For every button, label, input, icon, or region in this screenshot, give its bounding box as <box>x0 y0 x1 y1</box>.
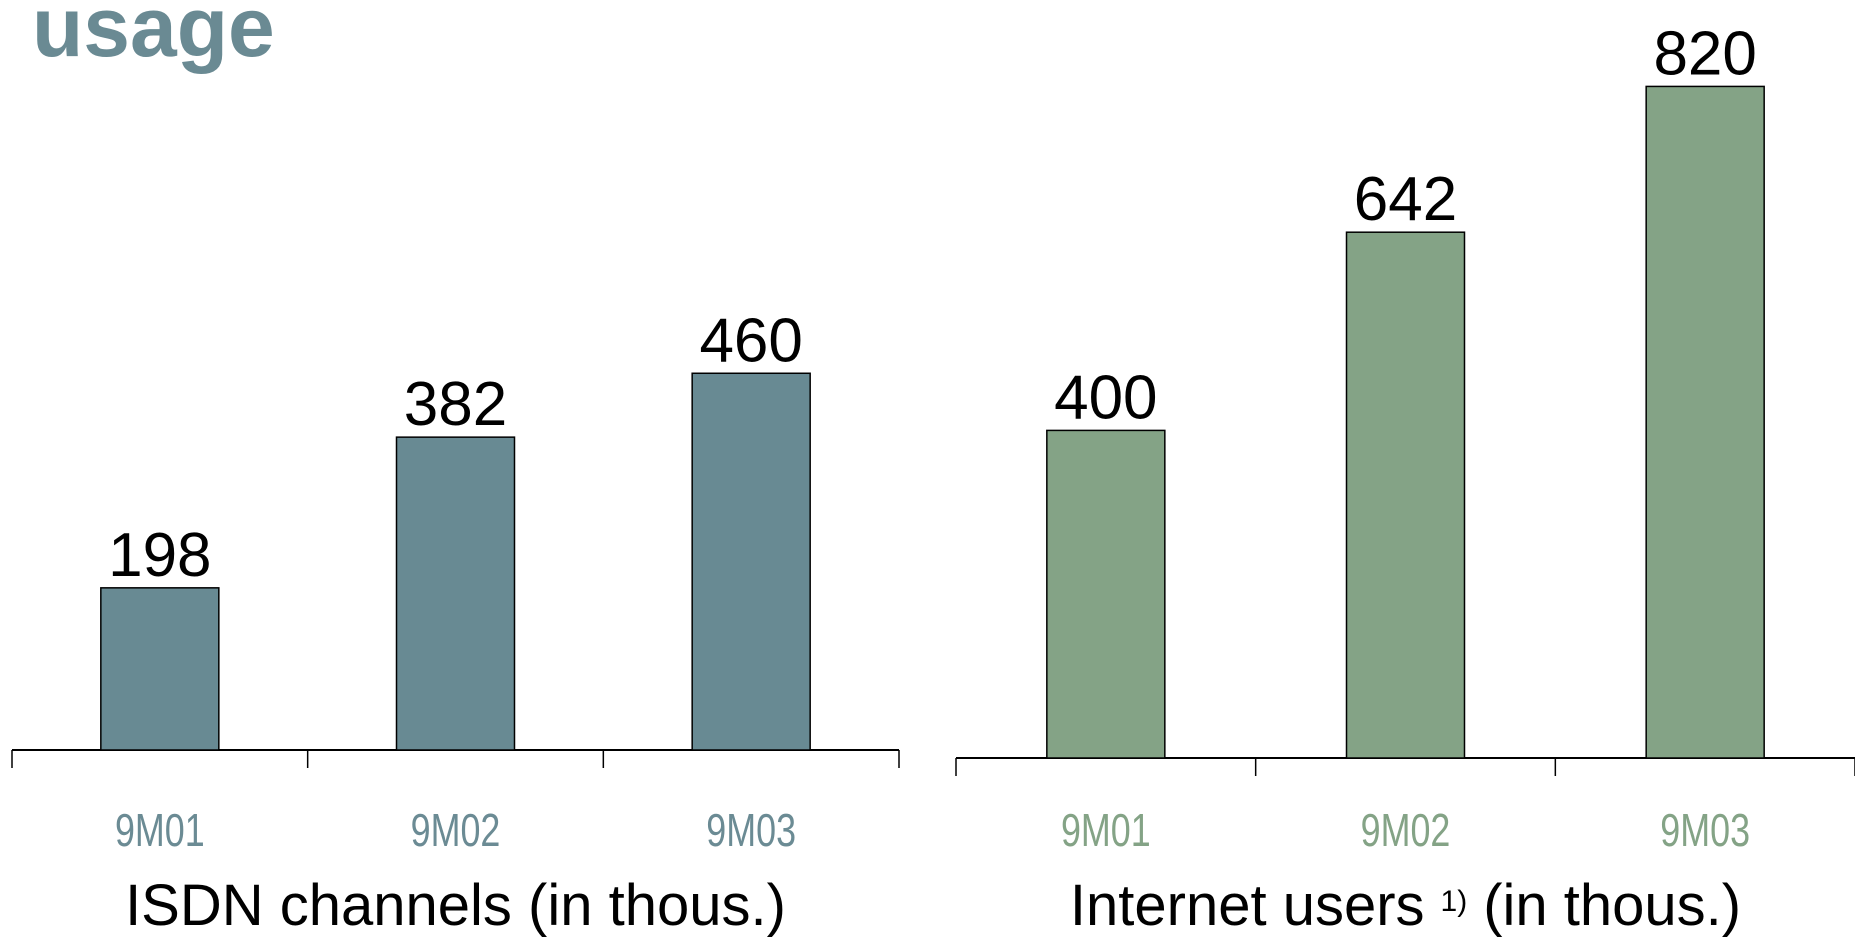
bar <box>1645 85 1765 759</box>
x-tick-label: 9M01 <box>115 805 205 856</box>
bar <box>395 436 516 751</box>
bar <box>1046 429 1166 759</box>
page-title: usage <box>32 0 275 74</box>
value-label: 642 <box>1354 165 1457 234</box>
x-tick-label: 9M02 <box>1361 805 1451 856</box>
x-tick-label: 9M02 <box>411 805 501 856</box>
bar <box>691 372 811 751</box>
value-label: 382 <box>404 370 507 439</box>
bar <box>100 587 220 751</box>
chart-label: Internet users 1) (in thous.) <box>1070 873 1741 938</box>
x-tick-label: 9M01 <box>1061 805 1151 856</box>
chart-label-text: ISDN channels (in thous.) <box>125 873 786 938</box>
value-label: 820 <box>1653 19 1756 88</box>
chart-label-note: 1) <box>1441 885 1468 918</box>
bar <box>1345 231 1466 759</box>
value-label: 400 <box>1054 363 1157 432</box>
chart-label-text: Internet users <box>1070 873 1425 938</box>
x-tick-label: 9M03 <box>1660 805 1750 856</box>
chart-label-unit: (in thous.) <box>1483 873 1741 938</box>
value-label: 460 <box>699 306 802 375</box>
value-label: 198 <box>108 521 211 590</box>
chart-label: ISDN channels (in thous.) <box>125 873 786 938</box>
x-tick-label: 9M03 <box>706 805 796 856</box>
